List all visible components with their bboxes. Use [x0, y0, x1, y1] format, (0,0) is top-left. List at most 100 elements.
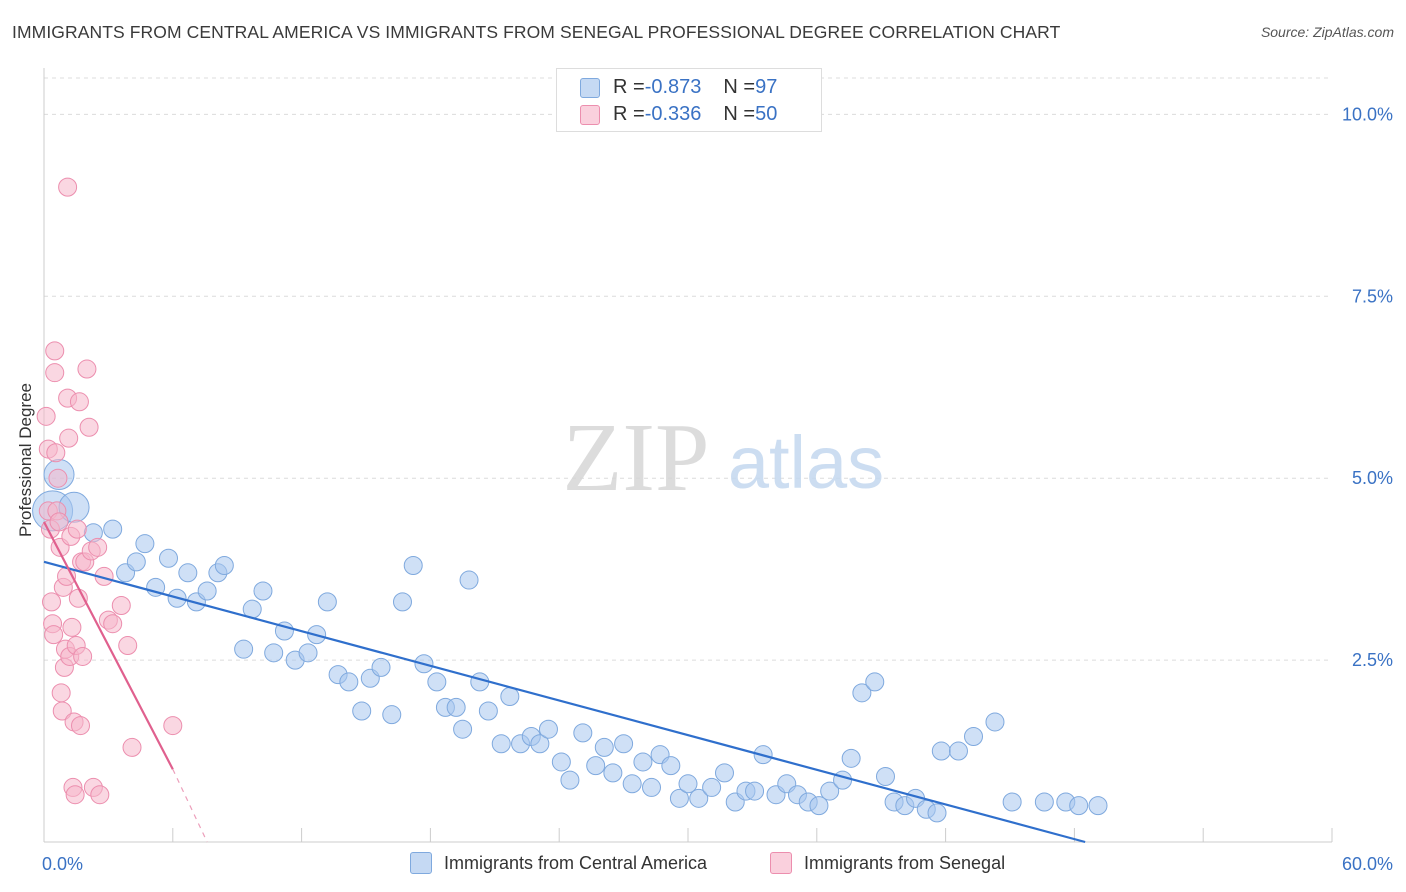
point-central-america [197, 581, 217, 601]
point-central-america [274, 621, 294, 641]
point-senegal [77, 359, 97, 379]
point-central-america [264, 643, 284, 663]
trend-layer [43, 521, 1086, 844]
point-senegal [52, 701, 72, 721]
stats-r-value: -0.336 [644, 102, 702, 125]
point-central-america [603, 763, 623, 783]
point-central-america [714, 763, 734, 783]
legend-label: Immigrants from Central America [444, 852, 708, 873]
point-central-america [633, 752, 653, 772]
legend-swatch-blue [410, 852, 432, 874]
point-senegal [69, 392, 89, 412]
tick-label-layer: 2.5% 5.0% 7.5% 10.0% 0.0% 60.0% [42, 104, 1393, 874]
point-senegal [48, 468, 68, 488]
point-central-america [689, 788, 709, 808]
point-senegal [51, 683, 71, 703]
point-central-america [178, 563, 198, 583]
point-senegal [36, 406, 56, 426]
point-central-america [500, 686, 520, 706]
point-central-america [841, 748, 861, 768]
stats-row-senegal: R = -0.336 N = 50 [580, 101, 777, 127]
stats-swatch-blue [580, 78, 600, 98]
point-central-america [1002, 792, 1022, 812]
point-central-america [964, 726, 984, 746]
watermark: ZIP atlas [563, 404, 885, 512]
point-central-america [661, 756, 681, 776]
trendline-central-america [43, 560, 1086, 844]
point-senegal [62, 617, 82, 637]
y-tick-label: 5.0% [1352, 468, 1393, 488]
stats-r-label: R = [613, 75, 645, 98]
point-senegal [59, 428, 79, 448]
legend-swatch-pink [770, 852, 792, 874]
point-senegal [88, 537, 108, 557]
legend-item-senegal: Immigrants from Senegal [770, 852, 1005, 874]
point-senegal [90, 785, 110, 805]
point-central-america [669, 788, 689, 808]
point-central-america [820, 781, 840, 801]
point-central-america [459, 570, 479, 590]
watermark-atlas: atlas [728, 421, 884, 504]
legend-label: Immigrants from Senegal [804, 852, 1006, 873]
point-central-america [809, 796, 829, 816]
trendline-senegal-extension [172, 768, 208, 843]
point-central-america [622, 774, 642, 794]
point-senegal [49, 512, 69, 532]
point-central-america [453, 719, 473, 739]
stats-r-label: R = [613, 102, 645, 125]
point-senegal [103, 614, 123, 634]
stats-n-value: 97 [755, 75, 778, 98]
point-central-america [214, 556, 234, 576]
point-central-america [1069, 796, 1089, 816]
point-central-america [126, 552, 146, 572]
point-central-america [560, 770, 580, 790]
point-central-america [234, 639, 254, 659]
y-tick-label: 10.0% [1342, 104, 1393, 124]
y-tick-label: 7.5% [1352, 286, 1393, 306]
point-senegal [45, 363, 65, 383]
point-central-america [352, 701, 372, 721]
watermark-zip: ZIP [563, 404, 710, 512]
point-senegal [58, 177, 78, 197]
point-senegal [46, 443, 66, 463]
stats-legend: R = -0.873 N = 97 R = -0.336 N = 50 [556, 68, 822, 132]
point-central-america [573, 723, 593, 743]
point-senegal [73, 646, 93, 666]
point-senegal [70, 716, 90, 736]
trendline-senegal [43, 521, 174, 770]
chart-legend: Immigrants from Central America Immigran… [0, 852, 1406, 878]
point-central-america [478, 701, 498, 721]
point-senegal [163, 716, 183, 736]
chart-title: IMMIGRANTS FROM CENTRAL AMERICA VS IMMIG… [12, 22, 1061, 42]
point-central-america [985, 712, 1005, 732]
y-axis-label: Professional Degree [16, 383, 36, 537]
point-central-america [317, 592, 337, 612]
point-central-america [875, 767, 895, 787]
point-central-america [833, 770, 853, 790]
point-central-america [538, 719, 558, 739]
point-senegal [79, 417, 99, 437]
point-central-america [298, 643, 318, 663]
stats-n-label: N = [723, 102, 756, 125]
grid-layer [44, 77, 1332, 661]
point-central-america [446, 697, 466, 717]
point-central-america [103, 519, 123, 539]
y-tick-label: 2.5% [1352, 650, 1393, 670]
legend-item-central-america: Immigrants from Central America [410, 852, 707, 874]
stats-row-central-america: R = -0.873 N = 97 [580, 74, 778, 100]
point-central-america [530, 734, 550, 754]
point-central-america [586, 756, 606, 776]
point-senegal [42, 592, 62, 612]
point-central-america [594, 737, 614, 757]
point-central-america [382, 705, 402, 725]
point-senegal [65, 785, 85, 805]
stats-r-value: -0.873 [644, 75, 702, 98]
point-senegal [44, 625, 64, 645]
point-senegal [118, 636, 138, 656]
point-central-america [253, 581, 273, 601]
point-central-america [931, 741, 951, 761]
y-axis-label-text: Professional Degree [16, 382, 35, 538]
point-central-america [614, 734, 634, 754]
point-central-america [159, 548, 179, 568]
